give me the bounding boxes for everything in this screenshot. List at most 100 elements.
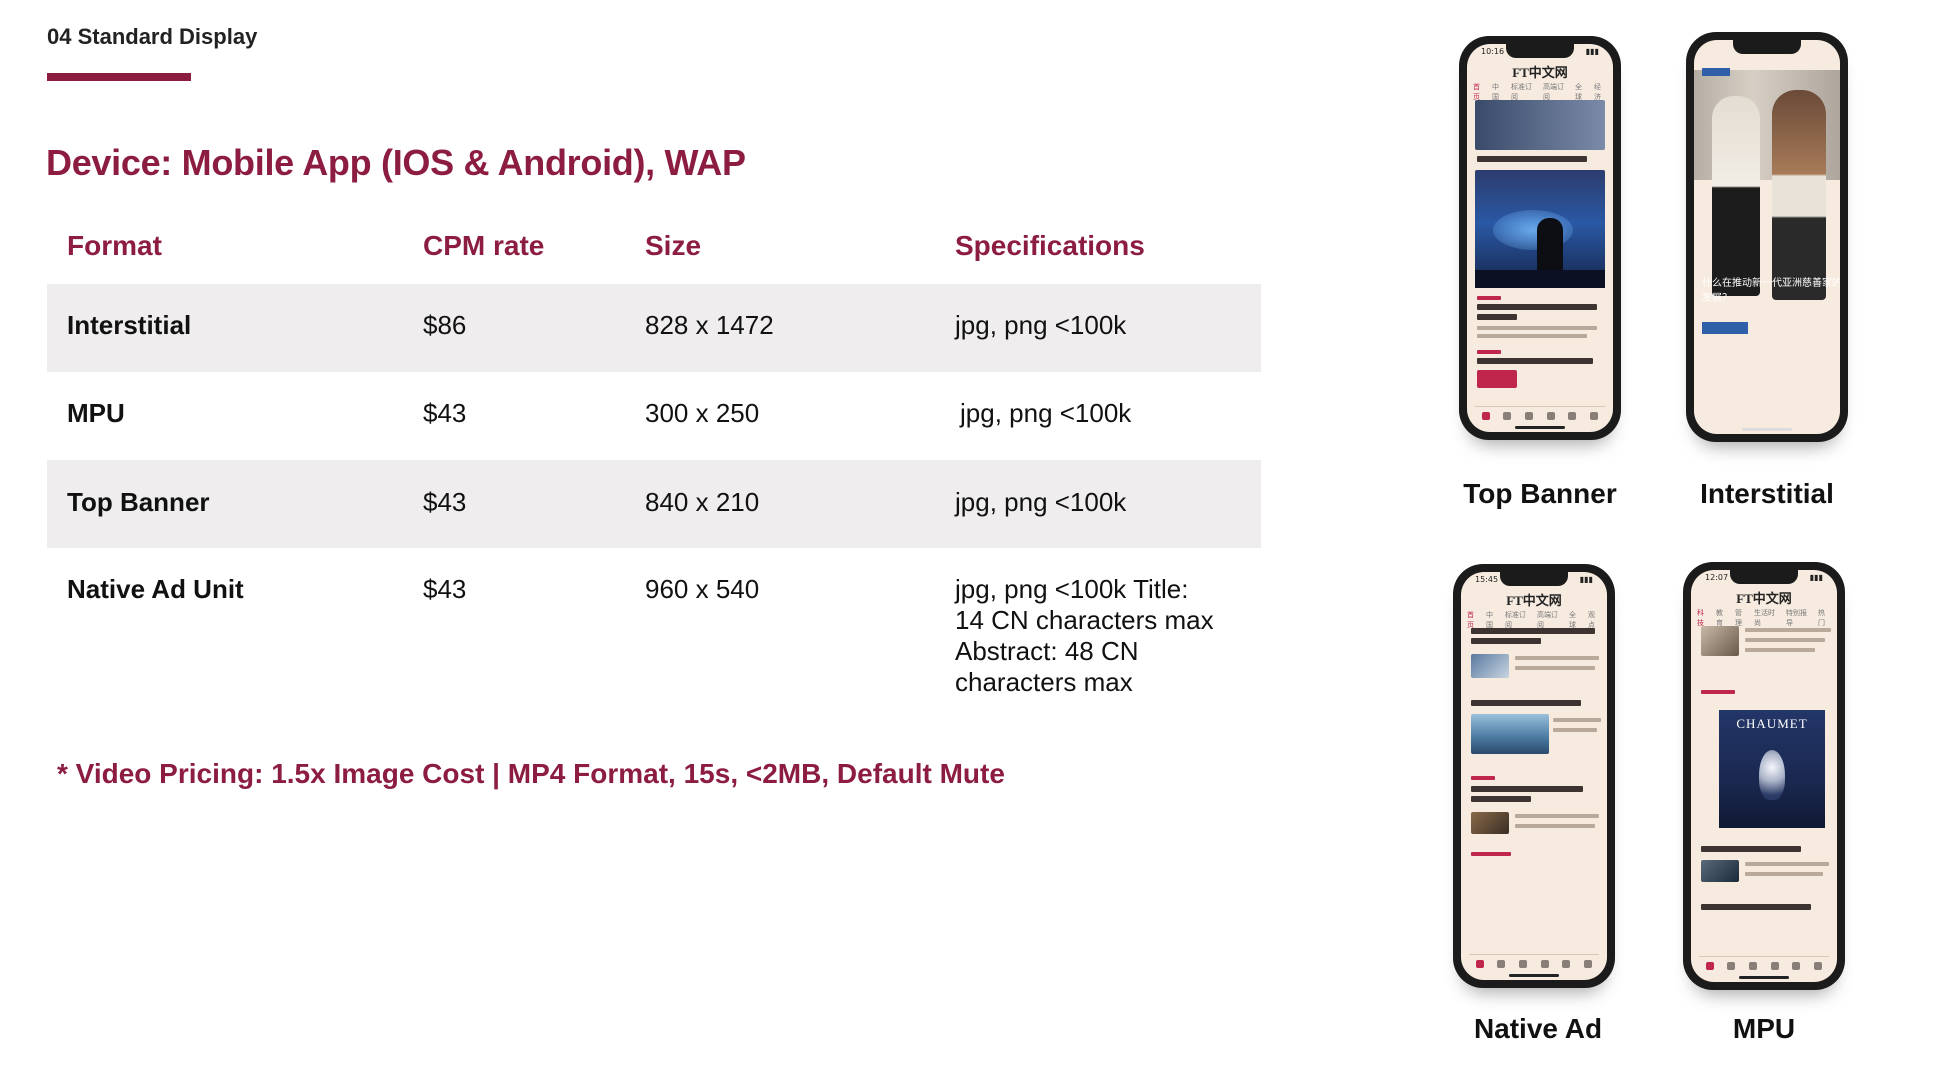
text-line — [1553, 728, 1597, 732]
text-line — [1745, 872, 1823, 876]
text-line — [1471, 700, 1581, 706]
text-line — [1701, 846, 1801, 852]
text-line — [1471, 786, 1583, 792]
table-header: Format CPM rate Size Specifications — [47, 208, 1261, 284]
phone-screen: 15:45 ▮▮▮ FT中文网 首页 中国 标准订阅 高端订阅 全球 观点 — [1461, 572, 1607, 980]
size-cell: 840 x 210 — [645, 487, 760, 517]
text-line — [1701, 904, 1811, 910]
app-header: FT中文网 — [1512, 65, 1568, 80]
device-title: Device: Mobile App (IOS & Android), WAP — [46, 142, 746, 183]
text-line — [1471, 776, 1495, 780]
format-cell: Interstitial — [67, 310, 192, 340]
signal-icon: ▮▮▮ — [1585, 47, 1599, 56]
phone-label-mpu: MPU — [1732, 1013, 1796, 1044]
cpm-cell: $43 — [423, 574, 467, 604]
model-figure — [1712, 96, 1760, 296]
nav-item: 特别报导 — [1786, 609, 1807, 627]
phone-screen: 12:07 ▮▮▮ FT中文网 科技 教育 管理 生活时尚 特别报导 热门 CH… — [1691, 570, 1837, 982]
status-bar: 12:07 ▮▮▮ — [1705, 573, 1823, 582]
home-indicator — [1515, 426, 1565, 429]
app-nav: 首页 中国 标准订阅 高端订阅 全球 经济 — [1473, 82, 1607, 101]
top-banner-ad-image — [1475, 170, 1605, 288]
app-header: FT中文网 — [1736, 591, 1792, 606]
app-nav: 首页 中国 标准订阅 高端订阅 全球 观点 — [1467, 610, 1601, 629]
table-row: Interstitial $86 828 x 1472 jpg, png <10… — [47, 284, 1261, 372]
status-time: 15:45 — [1475, 575, 1499, 584]
nav-item: 生活时尚 — [1754, 609, 1775, 627]
native-ad-image — [1471, 714, 1549, 754]
spec-line: 14 CN characters max — [955, 605, 1214, 635]
nav-item: 首页 — [1467, 611, 1474, 629]
nav-item: 标准订阅 — [1511, 83, 1532, 101]
phone-mpu: 12:07 ▮▮▮ FT中文网 科技 教育 管理 生活时尚 特别报导 热门 CH… — [1683, 562, 1845, 990]
text-line — [1515, 656, 1599, 660]
text-line — [1745, 628, 1831, 632]
phone-screen: 10:16 ▮▮▮ FT中文网 首页 中国 标准订阅 高端订阅 全球 经济 — [1467, 44, 1613, 432]
video-pricing-note: * Video Pricing: 1.5x Image Cost | MP4 F… — [57, 758, 1005, 789]
phone-native-ad: 15:45 ▮▮▮ FT中文网 首页 中国 标准订阅 高端订阅 全球 观点 — [1453, 564, 1615, 988]
table-row: MPU $43 300 x 250 jpg, png <100k — [47, 372, 1261, 460]
text-line — [1471, 796, 1531, 802]
article-thumbnail — [1471, 812, 1509, 834]
status-bar: 10:16 ▮▮▮ — [1481, 47, 1599, 56]
cpm-cell: $86 — [423, 310, 467, 340]
header-size: Size — [645, 230, 702, 261]
header-cpm: CPM rate — [423, 230, 545, 261]
size-cell: 960 x 540 — [645, 574, 760, 604]
home-indicator — [1739, 976, 1789, 979]
section-underline — [47, 73, 191, 81]
format-cell: Native Ad Unit — [67, 574, 244, 604]
nav-item: 科技 — [1697, 609, 1704, 627]
format-cell: MPU — [67, 398, 125, 428]
signal-icon: ▮▮▮ — [1579, 575, 1593, 584]
nav-item: 高端订阅 — [1543, 83, 1564, 101]
nav-item: 管理 — [1735, 609, 1742, 627]
article-thumbnail — [1471, 654, 1509, 678]
nav-item: 标准订阅 — [1505, 611, 1526, 629]
phone-interstitial: 什么在推动新一代亚洲慈善家的发展？ — [1686, 32, 1848, 442]
text-line — [1477, 350, 1501, 354]
home-indicator — [1742, 428, 1792, 431]
text-line — [1477, 334, 1587, 338]
article-thumbnail — [1477, 370, 1517, 388]
ad-tag — [1702, 68, 1730, 76]
status-time: 12:07 — [1705, 573, 1729, 582]
spec-line: jpg, png <100k — [960, 398, 1132, 428]
article-thumbnail — [1701, 860, 1739, 882]
phone-notch — [1500, 572, 1568, 586]
section-label: 04 Standard Display — [47, 24, 258, 49]
app-tab-bar — [1475, 406, 1605, 424]
spec-line: Abstract: 48 CN — [955, 636, 1139, 666]
nav-item: 中国 — [1492, 83, 1499, 101]
nav-item: 教育 — [1716, 609, 1723, 627]
header-format: Format — [67, 230, 162, 261]
jewel-graphic — [1759, 750, 1785, 800]
text-line — [1477, 304, 1597, 310]
text-line — [1515, 824, 1595, 828]
nav-item: 全球 — [1575, 83, 1582, 101]
size-cell: 300 x 250 — [645, 398, 760, 428]
app-header: FT中文网 — [1506, 593, 1562, 608]
size-cell: 828 x 1472 — [645, 310, 774, 340]
app-tab-bar — [1699, 956, 1829, 974]
cpm-cell: $43 — [423, 487, 467, 517]
table-row: Native Ad Unit $43 960 x 540 jpg, png <1… — [47, 548, 1261, 708]
mpu-ad-image: CHAUMET — [1719, 710, 1825, 828]
phone-label-native-ad: Native Ad — [1473, 1013, 1603, 1044]
text-line — [1477, 296, 1501, 300]
nav-item: 中国 — [1486, 611, 1493, 629]
spec-table: Format CPM rate Size Specifications Inte… — [47, 208, 1261, 708]
article-thumbnail — [1475, 100, 1605, 150]
article-thumbnail — [1701, 626, 1739, 656]
phone-notch — [1506, 44, 1574, 58]
home-indicator — [1509, 974, 1559, 977]
text-line — [1515, 814, 1599, 818]
text-line — [1471, 852, 1511, 856]
phone-notch — [1733, 40, 1801, 54]
spec-line: jpg, png <100k Title: — [955, 574, 1189, 604]
text-line — [1745, 638, 1825, 642]
nav-item: 全球 — [1569, 611, 1576, 629]
model-figure — [1772, 90, 1826, 300]
nav-item: 热门 — [1818, 609, 1825, 627]
text-line — [1745, 862, 1829, 866]
